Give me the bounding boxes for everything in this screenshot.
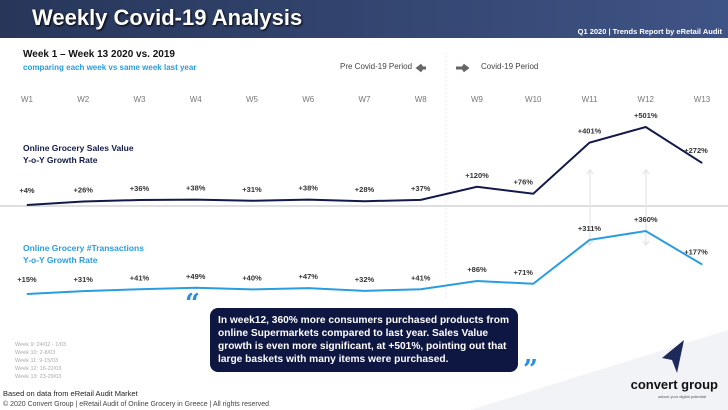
data-label: +501% [634,111,658,120]
data-label: +38% [299,184,319,193]
data-point [139,288,140,290]
week-date: Week 13: 23-29/03 [15,374,62,380]
copyright: © 2020 Convert Group | eRetail Audit of … [3,401,269,408]
double-arrow-icon [642,168,650,247]
data-point [251,200,253,202]
close-quote-icon: ” [523,355,538,385]
data-point [364,200,365,202]
data-label: +26% [74,186,94,195]
data-label: +311% [578,224,601,233]
data-label: +177% [684,247,708,256]
x-tick-label: W7 [359,95,372,104]
series-label: Y-o-Y Growth Rate [23,255,98,265]
data-label: +86% [467,265,487,274]
week-date: Week 9: 24/02 - 1/03 [15,342,66,348]
double-arrow-icon [586,168,594,247]
week-date: Week 10: 2-8/03 [15,350,56,356]
data-label: +38% [186,184,206,193]
data-label: +272% [684,146,708,155]
data-point [82,290,84,292]
x-tick-label: W8 [415,95,428,104]
data-label: +49% [186,272,206,281]
data-point [364,290,365,292]
post-period-label: Covid-19 Period [481,62,539,71]
data-point [251,288,253,290]
arrow-left-icon [415,63,426,73]
x-tick-label: W5 [246,95,259,104]
data-point [420,288,422,290]
pre-period-label: Pre Covid-19 Period [340,62,413,71]
data-point [532,283,534,285]
source-note: Based on data from eRetail Audit Market [3,389,138,398]
report-subtitle: Q1 2020 | Trends Report by eRetail Audit [577,27,722,36]
data-label: +32% [355,275,375,284]
x-tick-label: W3 [134,95,147,104]
page-title: Weekly Covid-19 Analysis [32,5,303,30]
data-label: +36% [130,184,150,193]
data-label: +76% [514,178,534,187]
x-tick-label: W10 [525,95,542,104]
week-dates-legend: Week 9: 24/02 - 1/03 Week 10: 2-8/03 Wee… [15,341,66,381]
data-point [26,293,28,295]
data-point [645,230,647,232]
arrow-right-icon [456,63,470,73]
data-point [307,199,309,201]
x-tick-label: W9 [471,95,484,104]
open-quote-icon: “ [185,289,200,319]
data-label: +28% [355,185,375,194]
data-point [420,199,422,201]
data-label: +37% [411,184,431,193]
x-tick-label: W1 [21,95,34,104]
data-label: +47% [299,272,319,281]
data-label: +41% [411,273,431,282]
series-line [26,229,703,295]
series-label: Online Grocery Sales Value [23,143,134,153]
data-point [645,126,647,128]
data-point [82,201,84,203]
data-label: +31% [242,185,262,194]
data-label: +120% [465,171,489,180]
x-tick-label: W2 [77,95,90,104]
data-label: +71% [514,268,534,277]
data-label: +401% [578,127,602,136]
data-point [26,204,28,206]
logo-tagline: unlock your digital potential [657,394,706,399]
insight-callout: In week12, 360% more consumers purchased… [210,308,518,372]
intro-subtitle: comparing each week vs same week last ye… [23,63,197,72]
data-label: +4% [19,186,35,195]
data-point [589,239,590,241]
series-label: Y-o-Y Growth Rate [23,155,98,165]
data-label: +15% [17,275,37,284]
x-tick-label: W6 [302,95,315,104]
data-point [476,280,478,282]
data-point [307,287,309,289]
data-point [139,199,140,201]
x-tick-label: W4 [190,95,203,104]
week-date: Week 12: 16-22/03 [15,366,62,372]
data-label: +40% [242,273,262,282]
x-tick-label: W13 [694,95,711,104]
data-label: +41% [130,273,150,282]
data-point [195,199,197,201]
data-point [532,193,534,195]
data-point [476,186,478,188]
data-point [589,142,590,144]
x-tick-label: W11 [582,95,598,104]
data-point [701,263,703,265]
data-label: +360% [634,215,658,224]
intro-title: Week 1 – Week 13 2020 vs. 2019 [23,49,175,60]
logo-text: convert group [630,377,718,392]
series-label: Online Grocery #Transactions [23,243,144,253]
header-bar: Weekly Covid-19 Analysis Q1 2020 | Trend… [0,0,728,38]
data-point [195,287,197,289]
week-date: Week 11: 9-15/03 [15,358,58,364]
data-point [701,162,703,164]
data-label: +31% [74,275,94,284]
x-tick-label: W12 [638,95,655,104]
